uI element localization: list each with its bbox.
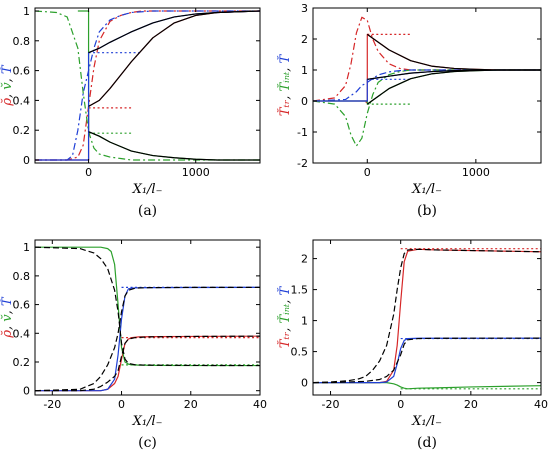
y-axis-label: ρ̆, v̆, T̆	[0, 64, 15, 107]
y-tick-label: -1	[297, 126, 308, 139]
x-tick-label: 0	[364, 166, 371, 179]
plot-frame	[34, 7, 261, 164]
plot-frame	[312, 7, 542, 164]
x-tick-label: 40	[253, 398, 267, 411]
y-tick-label: 0.4	[13, 327, 31, 340]
y-tick-label: 2	[301, 33, 308, 46]
series-line-8	[35, 335, 260, 392]
plot-frame	[34, 239, 261, 396]
panel-label: (c)	[138, 435, 157, 451]
series-line-7	[35, 246, 260, 367]
y-tick-label: 0	[301, 377, 308, 390]
y-tick-label: 0.5	[291, 346, 309, 359]
y-tick-label: 0.6	[13, 65, 31, 78]
x-tick-label: 40	[534, 398, 548, 411]
y-axis-label: T̆ₜᵣ, T̆ᵢₙₜ, T̆	[277, 53, 293, 116]
series-line-6	[313, 33, 541, 104]
series-line-3	[35, 335, 260, 392]
y-tick-label: 1	[23, 5, 30, 18]
x-tick-label: 1000	[182, 166, 210, 179]
series-line-0	[313, 16, 541, 102]
series-line-4	[35, 246, 260, 367]
x-axis-label: X₁/l₋	[411, 414, 442, 429]
panel-a: 0 1000 0 0.2 0.4 0.6 0.8 1 X₁/l₋ ρ̆, v̆, T̆ (a)	[0, 5, 261, 219]
series-group	[313, 248, 541, 390]
series-line-7	[313, 337, 541, 384]
x-tick-label: 0	[118, 398, 125, 411]
series-line-8	[35, 10, 260, 161]
y-axis-label: T̆ₜᵣ, T̆ᵢₙₜ, T̆	[277, 285, 293, 348]
series-line-3	[313, 248, 541, 384]
series-line-2	[35, 10, 260, 161]
series-line-11	[367, 69, 541, 80]
series-line-5	[313, 337, 541, 384]
series-line-10	[88, 131, 260, 161]
series-group	[35, 10, 260, 161]
x-tick-label: 0	[397, 398, 404, 411]
y-tick-label: 0.8	[13, 270, 31, 283]
series-group	[35, 246, 260, 392]
plot-frame	[312, 239, 542, 396]
panel-d: -20 0 20 40 0 0.5 1 1.5 2 X₁/l₋ T̆ₜᵣ, T̆ᵢₙₜ, T̆ (d)	[277, 239, 548, 451]
series-line-9	[366, 33, 541, 71]
x-tick-label: 1000	[462, 166, 490, 179]
panel-label: (b)	[417, 203, 437, 219]
panel-c: -20 0 20 40 0 0.2 0.4 0.6 0.8 1 X₁/l₋ ρ̆, v̆, T̆ (c)	[0, 239, 267, 451]
series-line-1	[35, 10, 260, 161]
x-axis-label: X₁/l₋	[132, 182, 163, 197]
y-axis-label: ρ̆, v̆, T̆	[0, 296, 15, 339]
y-tick-label: 1	[23, 241, 30, 254]
series-line-6	[313, 248, 541, 384]
y-tick-label: 2	[301, 253, 308, 266]
y-tick-label: 3	[301, 2, 308, 15]
y-tick-label: 0	[301, 95, 308, 108]
y-tick-label: 0.2	[13, 124, 31, 137]
x-axis-label: X₁/l₋	[411, 182, 442, 197]
x-axis-label: X₁/l₋	[132, 414, 163, 429]
y-tick-label: 0	[23, 154, 30, 167]
series-group	[313, 16, 541, 147]
panel-label: (d)	[417, 435, 437, 451]
y-tick-label: 1	[301, 64, 308, 77]
series-line-11	[88, 10, 260, 54]
x-tick-label: -20	[43, 398, 61, 411]
series-line-6	[35, 286, 260, 392]
series-line-0	[35, 10, 260, 161]
y-tick-label: 0.8	[13, 35, 31, 48]
series-line-7	[77, 10, 260, 161]
series-line-9	[88, 10, 260, 107]
x-tick-label: 20	[184, 398, 198, 411]
series-line-6	[35, 10, 260, 161]
series-line-4	[313, 382, 541, 390]
series-line-5	[35, 286, 260, 392]
y-tick-label: -2	[297, 157, 308, 170]
y-tick-label: 1	[301, 315, 308, 328]
y-tick-label: 0.4	[13, 94, 31, 107]
y-tick-label: 0	[23, 385, 30, 398]
y-tick-label: 0.2	[13, 356, 31, 369]
y-tick-label: 1.5	[291, 284, 309, 297]
y-tick-label: 0.6	[13, 299, 31, 312]
panel-b: 0 1000 -2 -1 0 1 2 3 X₁/l₋ T̆ₜᵣ, T̆ᵢₙₜ, T̆ (b)	[277, 2, 542, 219]
x-tick-label: -20	[322, 398, 340, 411]
series-line-2	[313, 69, 541, 102]
x-tick-label: 0	[85, 166, 92, 179]
x-tick-label: 20	[464, 398, 478, 411]
series-line-1	[313, 69, 541, 147]
panel-label: (a)	[138, 203, 157, 219]
